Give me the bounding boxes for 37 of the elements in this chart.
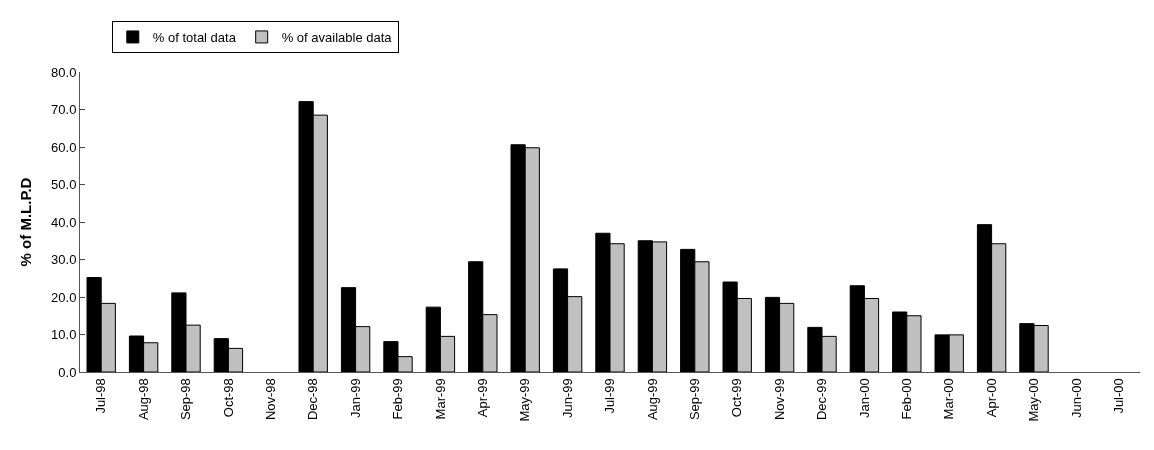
y-tick-label: 70.0	[51, 102, 77, 118]
x-tick-label: Aug-99	[644, 378, 660, 421]
x-tick-label: May-00	[1026, 378, 1042, 422]
legend-label: % of total data	[152, 30, 237, 46]
y-tick-label: 50.0	[51, 177, 77, 193]
x-tick-label: Oct-99	[729, 378, 745, 418]
x-tick-label: Jul-98	[93, 378, 109, 414]
x-tick-label: Nov-99	[771, 378, 787, 421]
x-tick-label: May-99	[517, 378, 533, 422]
y-tick-label: 30.0	[51, 252, 77, 268]
x-tick-label: Mar-99	[432, 378, 448, 420]
x-tick-label: Nov-98	[263, 378, 279, 421]
y-tick-label: 80.0	[51, 64, 77, 80]
y-tick-label: 40.0	[51, 214, 77, 230]
x-tick-label: Sep-98	[178, 378, 194, 421]
y-tick-label: 10.0	[51, 327, 77, 343]
x-tick-label: Apr-00	[983, 378, 999, 418]
x-tick-label: Sep-99	[687, 378, 703, 421]
x-tick-label: Oct-98	[220, 378, 236, 418]
x-tick-label: Jan-00	[856, 378, 872, 418]
x-tick-label: Feb-99	[390, 378, 406, 420]
x-tick-label: Jul-99	[602, 378, 618, 414]
x-tick-label: Feb-00	[899, 378, 915, 420]
y-tick-label: 20.0	[51, 289, 77, 305]
x-tick-label: Aug-98	[135, 378, 151, 421]
y-tick-label: 60.0	[51, 139, 77, 155]
y-axis-title: % of M.L.P.D	[17, 177, 35, 267]
x-tick-label: Dec-99	[814, 378, 830, 421]
legend-label: % of available data	[281, 30, 393, 46]
x-tick-label: Jun-00	[1068, 378, 1084, 418]
x-tick-label: Apr-99	[475, 378, 491, 418]
x-tick-label: Dec-98	[305, 378, 321, 421]
x-tick-label: Mar-00	[941, 378, 957, 420]
x-tick-label: Jul-00	[1111, 378, 1127, 414]
x-tick-label: Jan-99	[347, 378, 363, 418]
x-tick-label: Jun-99	[559, 378, 575, 418]
y-tick-label: 0.0	[58, 364, 77, 380]
